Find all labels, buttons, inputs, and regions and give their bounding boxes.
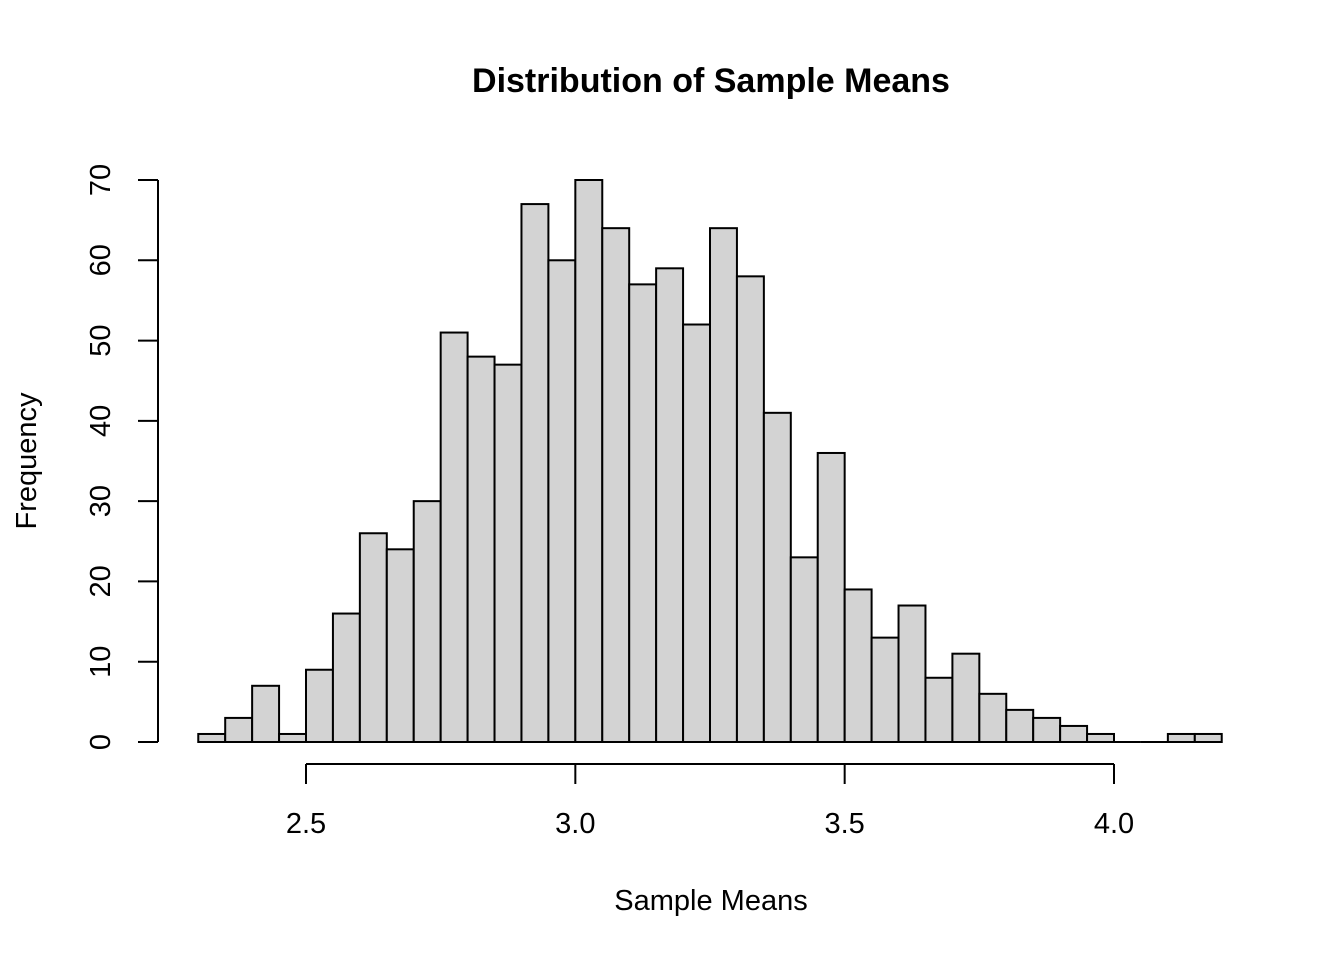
histogram-bar — [224, 716, 254, 744]
y-tick-label: 10 — [85, 646, 117, 678]
x-tick-label: 3.5 — [825, 808, 865, 840]
x-axis-label: Sample Means — [614, 885, 807, 917]
histogram-bar — [466, 355, 496, 743]
y-tick-label: 0 — [85, 734, 117, 750]
histogram-bar — [1005, 708, 1035, 744]
x-tick-label: 2.5 — [286, 808, 326, 840]
histogram-bar — [655, 267, 685, 743]
histogram-bar — [547, 259, 577, 743]
histogram-bar — [709, 227, 738, 743]
histogram-bar — [439, 331, 469, 743]
histogram-bar — [1193, 732, 1223, 744]
histogram-bar — [897, 604, 927, 743]
histogram-bar — [682, 323, 711, 743]
histogram-bar — [520, 203, 550, 744]
histogram-bar — [412, 500, 442, 743]
histogram-bar — [197, 732, 227, 744]
histogram-bar — [574, 179, 604, 743]
y-tick-label: 40 — [85, 405, 117, 437]
histogram-bar — [816, 451, 846, 743]
x-tick-label: 4.0 — [1094, 808, 1134, 840]
histogram-bar — [358, 532, 388, 743]
histogram-bar — [789, 556, 819, 743]
histogram-bar — [251, 684, 281, 743]
y-tick-label: 60 — [85, 244, 117, 276]
histogram-bar — [493, 363, 523, 743]
histogram-bar — [305, 668, 334, 743]
histogram-bar — [1032, 716, 1062, 744]
x-axis: 2.5 3.0 3.5 4.0 — [286, 763, 1134, 840]
histogram-bar — [951, 652, 981, 744]
histogram-bar — [762, 411, 792, 743]
y-axis-label: Frequency — [11, 392, 43, 530]
y-tick-label: 30 — [85, 485, 117, 517]
chart-title: Distribution of Sample Means — [472, 62, 950, 100]
histogram-bar — [278, 732, 308, 744]
histogram-bar — [924, 676, 954, 743]
x-tick-label: 3.0 — [555, 808, 595, 840]
histogram-bar — [978, 692, 1008, 743]
y-tick-label: 70 — [85, 164, 117, 196]
histogram-bar — [1086, 732, 1115, 744]
histogram-bar — [601, 227, 631, 743]
histogram-bar — [385, 548, 415, 743]
histogram-bar — [735, 275, 765, 743]
histogram-bar — [628, 283, 658, 743]
histogram-bar — [843, 588, 873, 744]
y-tick-label: 20 — [85, 565, 117, 597]
histogram-bars — [197, 179, 1223, 744]
y-axis: 0 10 20 30 40 50 60 70 — [85, 164, 159, 750]
y-tick-label: 50 — [85, 324, 117, 356]
histogram-bar — [870, 636, 900, 744]
histogram-bar — [1166, 732, 1196, 744]
histogram-bar — [331, 612, 361, 743]
histogram-bar — [1059, 724, 1089, 744]
